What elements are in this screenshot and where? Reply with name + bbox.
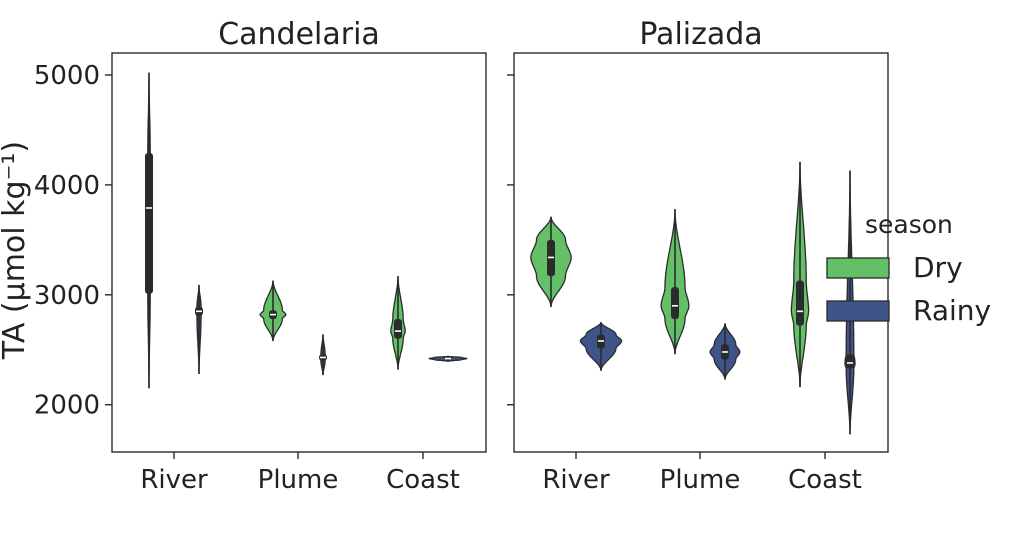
- violin-dry-plume: [660, 209, 690, 355]
- violin-rainy-plume: [709, 323, 741, 380]
- y-tick-label: 4000: [34, 171, 100, 201]
- violin-dry-river: [530, 216, 572, 307]
- legend-swatch: [826, 300, 890, 322]
- legend-swatch: [826, 257, 890, 279]
- plot-frame: [111, 52, 487, 453]
- violin-rainy-river: [195, 284, 203, 374]
- panel-title: Candelaria: [218, 17, 380, 52]
- y-tick-label: 2000: [34, 391, 100, 421]
- chart-panels: Candelaria 2000 3000 4000 5000 River Plume Coas…: [34, 17, 889, 495]
- legend-label: Dry: [913, 251, 963, 284]
- violin-iqr-box: [796, 280, 804, 326]
- violin-dry-coast: [390, 276, 406, 370]
- violin-rainy-plume: [319, 334, 327, 376]
- violin-dry-coast: [790, 161, 810, 388]
- legend-item-dry: Dry: [826, 251, 963, 284]
- legend-title: season: [865, 210, 953, 239]
- x-tick-label: River: [542, 465, 610, 495]
- x-tick-label: Plume: [660, 465, 741, 495]
- x-tick-label: River: [140, 465, 208, 495]
- x-tick-label: Coast: [788, 465, 862, 495]
- violin-rainy-coast: [428, 355, 468, 363]
- panel-candelaria: Candelaria 2000 3000 4000 5000 River Plume Coas…: [34, 17, 487, 495]
- legend: season Dry Rainy: [826, 210, 991, 327]
- y-tick-label: 3000: [34, 281, 100, 311]
- x-tick-label: Plume: [258, 465, 339, 495]
- legend-label: Rainy: [913, 294, 991, 327]
- plot-frame: [513, 52, 889, 453]
- violin-iqr-box: [394, 319, 402, 339]
- violin-rainy-river: [579, 322, 623, 371]
- violin-dry-plume: [259, 280, 287, 342]
- violin-iqr-box: [671, 287, 679, 319]
- y-axis-label: TA (μmol kg⁻¹): [0, 141, 32, 360]
- panel-palizada: Palizada River Plume Coast: [507, 17, 889, 495]
- x-tick-label: Coast: [386, 465, 460, 495]
- panel-title: Palizada: [639, 17, 762, 52]
- violin-iqr-box: [145, 153, 153, 294]
- y-tick-label: 5000: [34, 61, 100, 91]
- violin-iqr-box: [846, 354, 854, 369]
- legend-item-rainy: Rainy: [826, 294, 991, 327]
- violin-dry-river: [145, 72, 153, 389]
